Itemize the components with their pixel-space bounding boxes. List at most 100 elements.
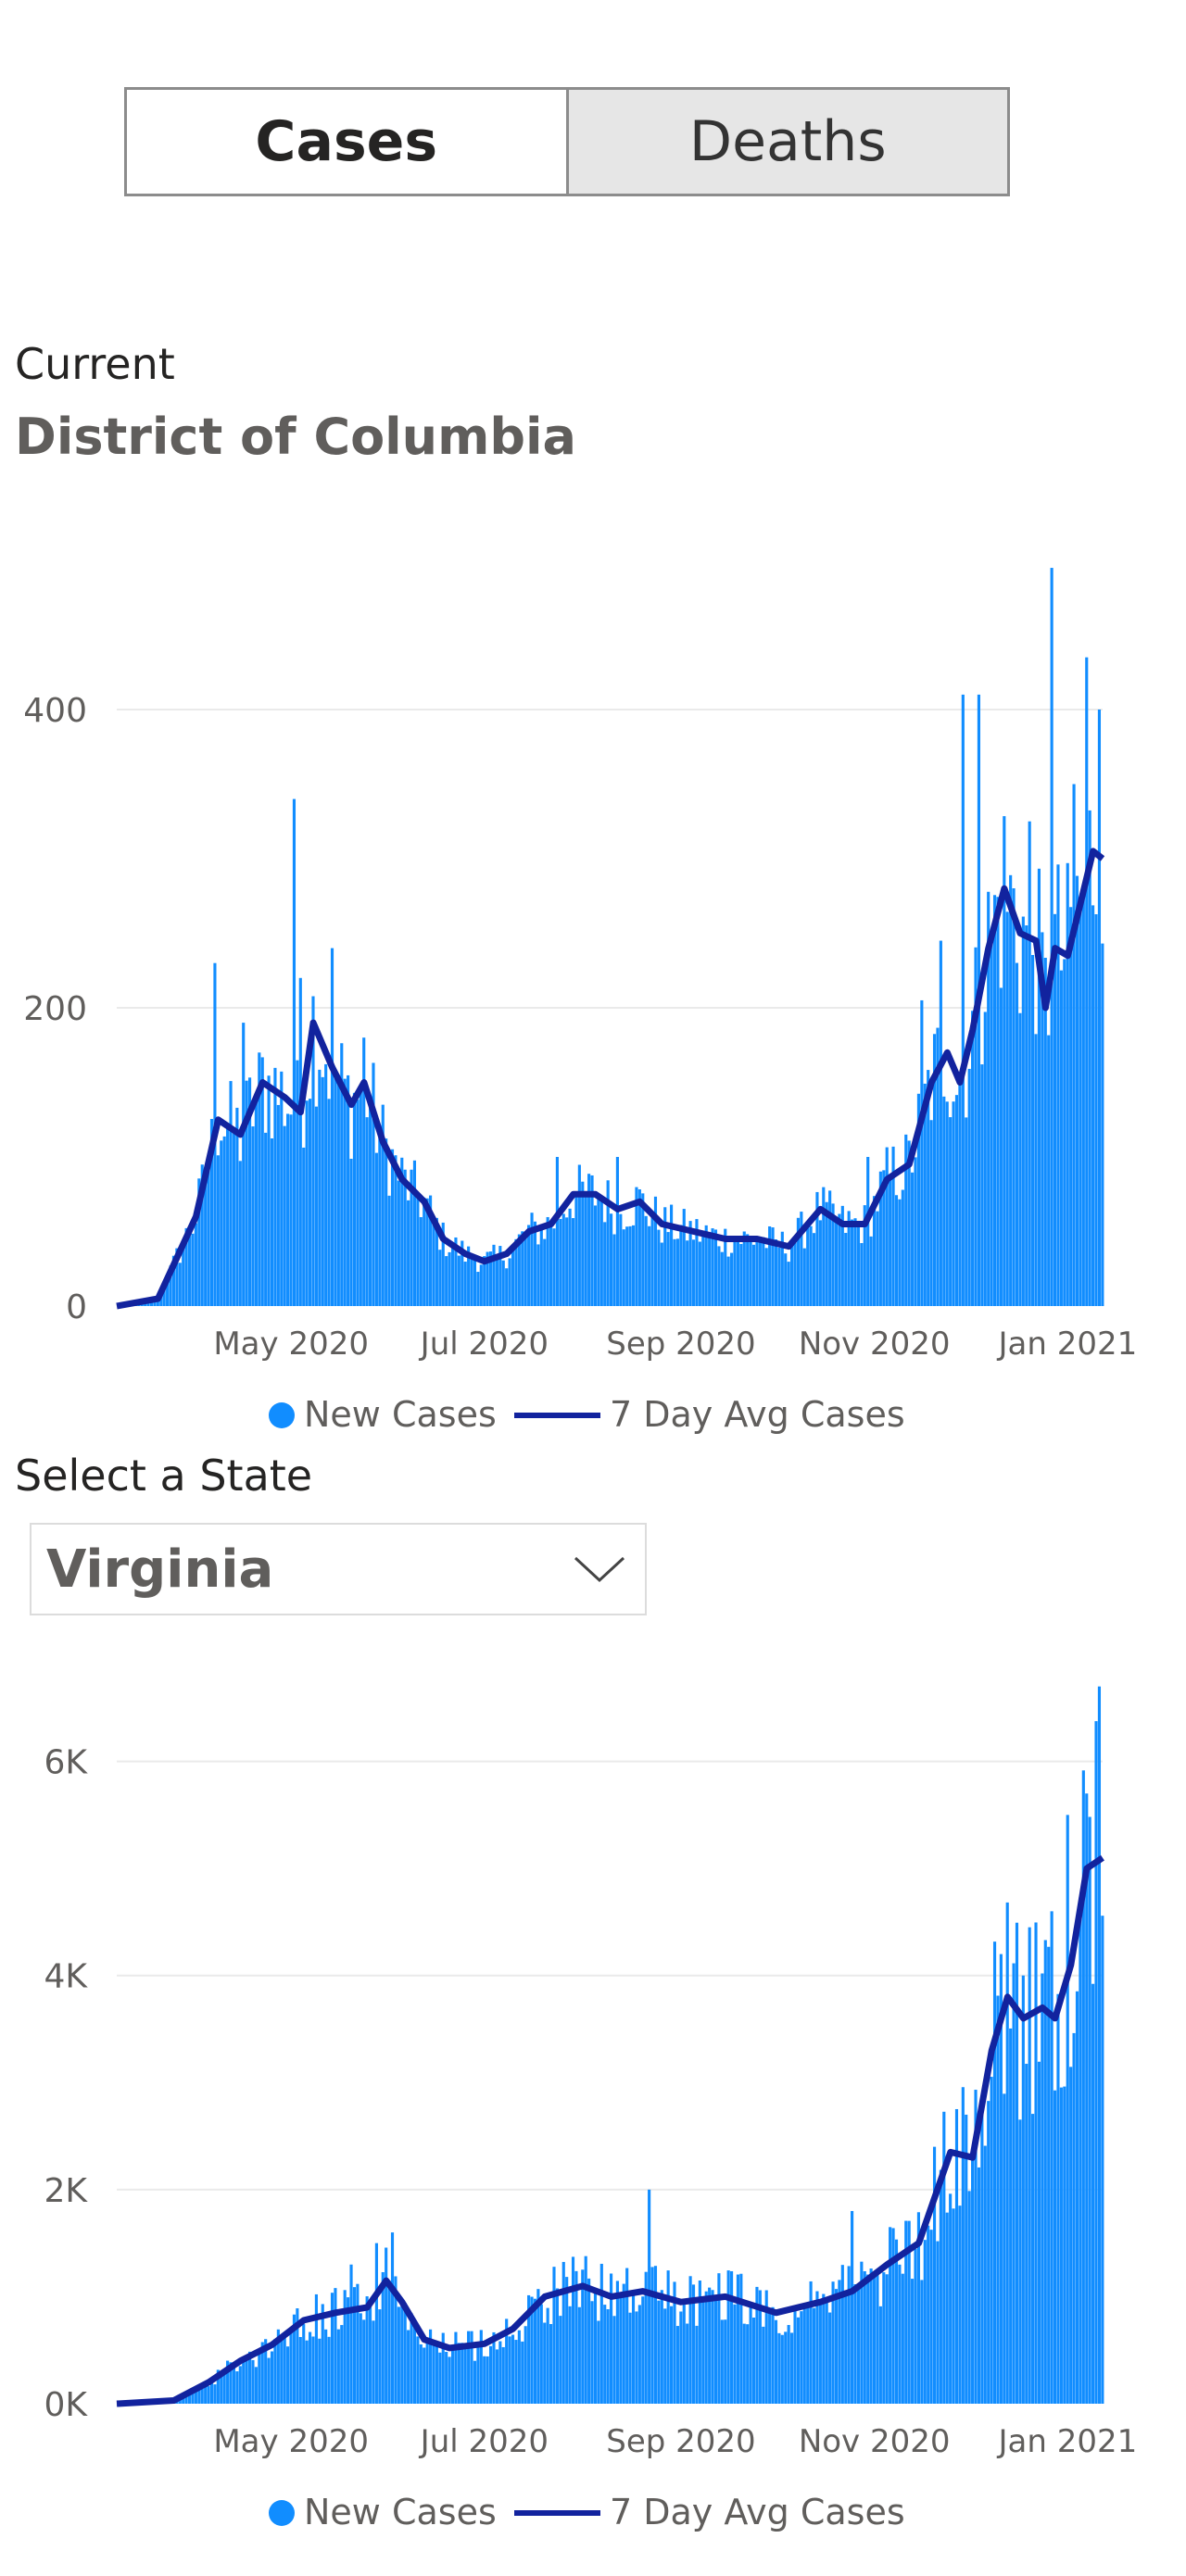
current-caption: Current xyxy=(15,339,175,389)
tab-cases[interactable]: Cases xyxy=(124,87,569,196)
bar xyxy=(207,1166,210,1306)
bar xyxy=(787,2325,790,2404)
bar xyxy=(197,2388,201,2404)
bar xyxy=(330,2293,334,2404)
bar xyxy=(292,2314,296,2404)
bar xyxy=(812,2307,816,2404)
bar xyxy=(644,1215,648,1306)
bar xyxy=(587,1174,591,1306)
y-tick-label: 200 xyxy=(23,990,87,1028)
bar xyxy=(711,2290,714,2404)
bar xyxy=(476,2345,480,2404)
bar xyxy=(1031,2114,1035,2404)
bar xyxy=(695,1219,699,1306)
bar xyxy=(264,2339,268,2404)
bar xyxy=(936,2241,940,2404)
bar xyxy=(983,1012,987,1306)
bar xyxy=(559,2316,562,2404)
bar xyxy=(318,1069,322,1306)
bar xyxy=(1031,954,1035,1306)
bar xyxy=(914,2248,917,2404)
bar xyxy=(222,2372,226,2404)
bar xyxy=(762,1237,765,1306)
bar xyxy=(635,1187,638,1306)
bar xyxy=(347,1074,350,1306)
bar xyxy=(724,2319,727,2404)
bar xyxy=(365,1117,369,1306)
y-tick-label: 400 xyxy=(23,692,87,730)
bar xyxy=(394,2276,397,2404)
bar xyxy=(1063,2086,1066,2404)
bar xyxy=(549,2323,553,2404)
bar xyxy=(220,1140,223,1306)
bar xyxy=(739,2273,743,2404)
bar xyxy=(920,2280,924,2404)
avg-line xyxy=(116,1854,1104,2407)
bar xyxy=(1047,1035,1051,1306)
bar xyxy=(1059,970,1063,1306)
bar xyxy=(679,2311,683,2404)
bar xyxy=(650,1215,654,1306)
bar xyxy=(438,1250,442,1306)
bar xyxy=(1085,657,1089,1306)
bar xyxy=(619,1213,623,1306)
bar xyxy=(374,1152,378,1306)
bar xyxy=(590,2301,594,2404)
bar xyxy=(416,2336,420,2404)
bar xyxy=(980,2103,984,2404)
bar xyxy=(264,1132,268,1306)
bar xyxy=(698,2281,701,2404)
bar xyxy=(581,1181,585,1306)
bar xyxy=(508,1258,511,1306)
bar xyxy=(365,2296,369,2404)
bar xyxy=(423,1197,426,1306)
bar xyxy=(1037,2061,1041,2404)
bar xyxy=(793,1242,797,1306)
bar xyxy=(904,1134,908,1306)
bar xyxy=(733,2304,737,2404)
bar xyxy=(324,2329,328,2404)
bar xyxy=(866,1157,870,1306)
bar xyxy=(974,2090,978,2404)
bar xyxy=(1028,821,1031,1306)
metric-tabs: Cases Deaths xyxy=(124,87,1010,196)
x-tick-label: May 2020 xyxy=(213,1326,369,1363)
bar xyxy=(543,2322,547,2404)
bar xyxy=(698,1241,701,1306)
bar xyxy=(454,1237,458,1306)
bar xyxy=(1097,1686,1102,2404)
bar xyxy=(802,1248,806,1306)
bar xyxy=(521,2341,524,2404)
x-tick-label: May 2020 xyxy=(213,2423,369,2460)
bar xyxy=(283,2333,286,2404)
bar xyxy=(260,1057,264,1306)
bar xyxy=(461,2343,464,2404)
bar xyxy=(213,2384,217,2404)
bar xyxy=(403,2303,407,2404)
bar xyxy=(733,1238,737,1306)
bar xyxy=(505,2318,509,2404)
bar xyxy=(800,1212,803,1306)
tab-deaths[interactable]: Deaths xyxy=(568,87,1010,196)
bar xyxy=(568,2306,572,2404)
bar xyxy=(527,2294,531,2404)
state-dropdown[interactable]: Virginia xyxy=(30,1523,647,1615)
y-tick-label: 2K xyxy=(44,2172,88,2210)
bar xyxy=(514,1238,518,1306)
bar xyxy=(549,1226,553,1306)
bar xyxy=(242,2360,246,2404)
bar xyxy=(628,1225,632,1306)
bar xyxy=(182,1245,185,1306)
x-tick-label: Nov 2020 xyxy=(799,1326,951,1363)
bar xyxy=(517,1234,521,1306)
bar xyxy=(838,1213,841,1306)
bar xyxy=(682,1209,686,1306)
bar xyxy=(793,2305,797,2404)
bar xyxy=(273,1067,277,1306)
bar xyxy=(412,2319,417,2404)
bar xyxy=(530,1213,534,1306)
bar xyxy=(603,1222,607,1306)
bar xyxy=(555,2288,559,2404)
bar xyxy=(521,1231,524,1306)
bar xyxy=(1059,2087,1063,2404)
